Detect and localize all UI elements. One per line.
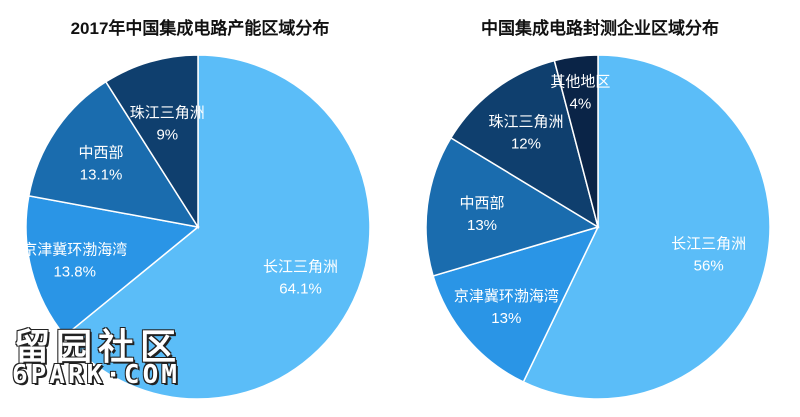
slice-value-label: 13.1% — [80, 167, 123, 184]
slice-value-label: 64.1% — [279, 281, 322, 298]
slice-name-label: 其他地区 — [550, 74, 610, 91]
watermark-6park-cn: 留园社区 — [14, 326, 183, 368]
pie-chart-packaging: 长江三角洲 56% 京津冀环渤海湾 13% 中西部 13% 珠江三角洲 12% 其他地区 4% — [425, 54, 771, 400]
slice-value-label: 13.8% — [53, 264, 96, 281]
slice-name-label: 珠江三角洲 — [130, 104, 205, 121]
pie-slice-0-2 — [27, 80, 200, 229]
slice-name-label: 京津冀环渤海湾 — [454, 288, 559, 305]
slice-name-label: 长江三角洲 — [671, 235, 746, 252]
pie-slice-0-1 — [25, 194, 200, 337]
pie-slice-1-0 — [522, 54, 771, 400]
pie-slice-0-0 — [63, 54, 371, 400]
slice-value-label: 4% — [570, 96, 592, 113]
slice-name-label: 珠江三角洲 — [488, 114, 563, 131]
slice-value-label: 12% — [511, 136, 541, 153]
pie-slice-1-3 — [449, 59, 600, 229]
slice-name-label: 中西部 — [459, 195, 504, 212]
slice-value-label: 13% — [491, 310, 521, 327]
slice-name-label: 长江三角洲 — [263, 259, 338, 276]
pie-slice-1-2 — [425, 136, 600, 277]
slice-name-label: 中西部 — [79, 145, 124, 162]
watermark-brand: 智东西 — [704, 376, 761, 397]
chart-title-left: 2017年中国集成电路产能区域分布 — [70, 19, 330, 38]
watermark-6park-en: 6PARK·COM — [12, 360, 180, 390]
pie-chart-capacity: 长江三角洲 64.1% 京津冀环渤海湾 13.8% 中西部 13.1% 珠江三角洲 9% — [22, 54, 371, 400]
pie-slice-1-1 — [432, 225, 600, 383]
chart-title-right: 中国集成电路封测企业区域分布 — [481, 19, 719, 38]
slice-value-label: 56% — [694, 257, 724, 274]
pie-slice-0-3 — [104, 54, 199, 230]
slice-value-label: 9% — [156, 126, 178, 143]
slice-name-label: 京津冀环渤海湾 — [22, 242, 127, 259]
pie-slice-1-4 — [553, 54, 599, 228]
slice-value-label: 13% — [467, 217, 497, 234]
